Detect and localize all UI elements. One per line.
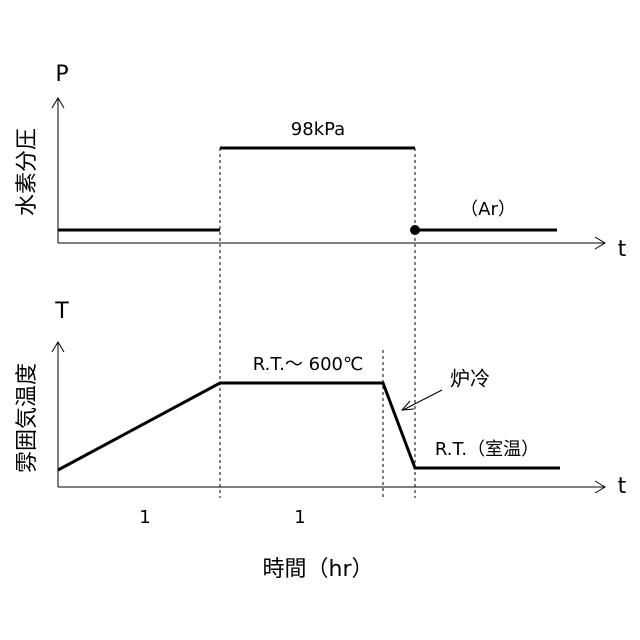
arrow bbox=[403, 390, 442, 410]
interval-label: 1 bbox=[139, 507, 150, 528]
axis-title: 水素分圧 bbox=[15, 128, 40, 216]
axis-label: T bbox=[54, 299, 69, 324]
axis-label: P bbox=[55, 62, 68, 87]
interval-label: 1 bbox=[294, 507, 305, 528]
final-label: R.T.（室温） bbox=[435, 439, 539, 460]
axis-label: t bbox=[618, 237, 627, 262]
cooling-label: 炉冷 bbox=[450, 367, 490, 391]
diagram: P t 水素分圧 98kPa （Ar） T t 雰囲気温度 R.T.～ 600℃… bbox=[0, 0, 640, 640]
axis-title: 雰囲気温度 bbox=[15, 363, 40, 473]
axis-label: t bbox=[618, 474, 627, 499]
gas-label: （Ar） bbox=[460, 199, 516, 220]
pressure-label: 98kPa bbox=[291, 119, 345, 140]
heating-label: R.T.～ 600℃ bbox=[253, 354, 363, 375]
x-axis-title: 時間（hr） bbox=[263, 557, 374, 582]
